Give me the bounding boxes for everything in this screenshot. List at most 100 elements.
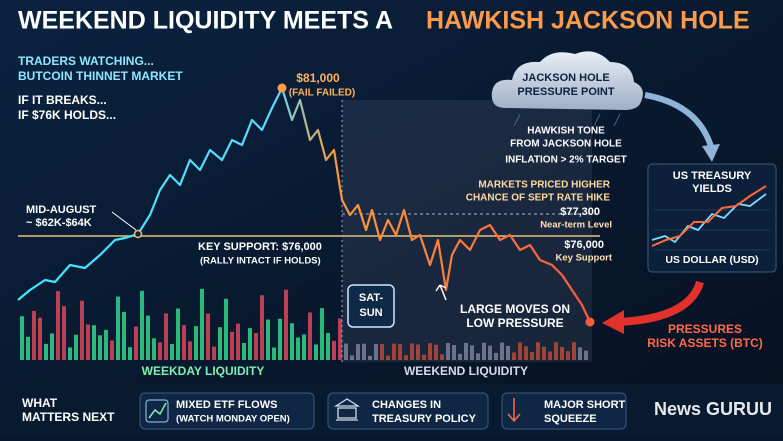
cloud [491,51,643,110]
yields-footer: US DOLLAR (USD) [665,254,758,266]
volume-bar [248,328,252,360]
volume-bar [56,291,60,360]
volume-bar [98,335,102,360]
volume-bar [80,300,84,360]
peak-price: $81,000 [296,71,340,85]
footer-card [139,392,315,430]
volume-bar [128,347,132,360]
volume-bar [266,319,270,360]
volume-bar [572,342,576,360]
cloud-line: HAWKISH TONE [527,126,605,137]
volume-bar [188,341,192,360]
volume-bar [116,296,120,360]
weekday-label: WEEKDAY LIQUIDITY [142,364,265,378]
rate-hike: CHANCE OF SEPT RATE HIKE [466,193,611,204]
volume-bar [230,331,234,360]
volume-bar [296,337,300,360]
volume-bar [158,342,162,360]
title-orange: HAWKISH JACKSON HOLE [426,7,750,35]
volume-bar [404,355,408,360]
volume-bar [332,340,336,360]
volume-bar [104,329,108,360]
arrow-head [702,144,720,162]
volume-bar [434,344,438,360]
volume-bar [224,298,228,360]
footer-card [501,392,627,430]
volume-bar [68,347,72,360]
volume-bar [314,344,318,360]
volume-bar [428,343,432,360]
volume-bar [458,353,462,360]
icon [145,399,169,423]
volume-bar [524,346,528,360]
volume-bar [194,326,198,360]
near-term-price: $77,300 [560,206,600,218]
volume-bar [554,342,558,360]
weekend-badge: SUN [359,307,382,319]
volume-bar [32,310,36,360]
volume-bar [542,346,546,360]
note: IF $76K HOLDS... [18,108,116,122]
volume-bar [284,289,288,360]
volume-bar [212,346,216,360]
footer-card [327,392,489,430]
volume-bar [302,334,306,360]
volume-bar [254,333,258,360]
volume-bar [584,350,588,360]
footer-item: MIXED ETF FLOWS [176,399,277,411]
footer-item: MAJOR SHORT [544,399,626,411]
volume-bar [392,343,396,360]
volume-bar [140,290,144,360]
cloud-line: INFLATION > 2% TARGET [505,155,627,166]
volume-bar [512,352,516,360]
note: BUTCOIN THINNET MARKET [18,69,183,83]
end-dot [585,317,595,327]
pointer [111,211,137,231]
volume-bar [326,332,330,360]
volume-bar [440,354,444,360]
volume-bar [488,345,492,360]
yield-line [651,185,767,247]
footer-item: CHANGES IN [372,399,441,411]
peak-note: (FAIL FAILED) [289,88,355,99]
pressure: RISK ASSETS (BTC) [647,336,763,350]
volume-bar [494,352,498,360]
volume-bar [20,316,24,360]
volume-bar [416,344,420,360]
pointer [435,284,447,301]
yields-title: YIELDS [692,183,732,195]
volume-bar [182,325,186,360]
volume-bar [44,343,48,360]
weekend-label: WEEKEND LIQUIDITY [404,364,528,378]
volume-bar [146,315,150,360]
volume-bar [152,338,156,360]
volume-bar [536,342,540,360]
volume-bar [530,351,534,360]
volume-bar [260,295,264,360]
volume-bar [38,317,42,360]
volume-bar [338,318,342,360]
volume-bar [134,326,138,360]
volume-bar [476,353,480,360]
volume-bar [560,346,564,360]
calendar-icon [347,284,395,328]
volume-bar [122,311,126,360]
volume-bar [422,354,426,360]
volume-bar [164,313,168,360]
large-moves: LARGE MOVES ON [460,302,570,316]
volume-bar [242,342,246,360]
volume-bar [464,342,468,360]
icon [333,398,361,421]
volume-bar [110,340,114,360]
volume-bar [50,333,54,360]
cloud-title: JACKSON HOLE [522,72,609,84]
volume-bar [176,308,180,360]
volume-bar [26,336,30,360]
weekend-badge: SAT- [359,292,384,304]
footer-item: SQUEEZE [544,413,597,425]
key-support-note: (RALLY INTACT IF HOLDS) [200,256,321,267]
mid-dot [133,229,143,239]
icon [148,402,167,419]
large-moves: LOW PRESSURE [466,316,563,330]
volume-bar [452,345,456,360]
